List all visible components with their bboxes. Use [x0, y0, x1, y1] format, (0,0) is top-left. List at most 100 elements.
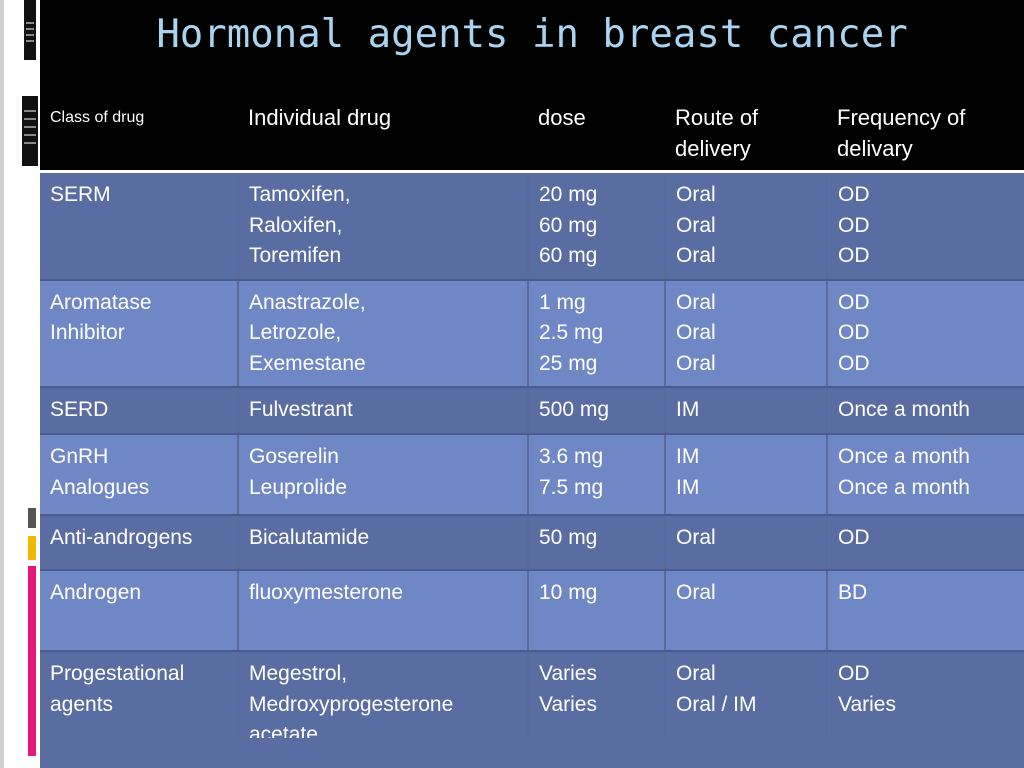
cell-dose: 10 mg	[528, 570, 666, 652]
cell-line: Oral	[676, 244, 716, 267]
cell-class: SERM	[40, 171, 239, 281]
cell-line: 60 mg	[539, 213, 598, 237]
cell-line: SERM	[50, 183, 111, 206]
cell-line: 10 mg	[539, 581, 598, 604]
cell-freq: Once a month	[827, 387, 1024, 435]
cell-route: Oral	[665, 570, 828, 652]
cell-line: 50 mg	[539, 526, 598, 549]
cell-line: BD	[838, 581, 868, 604]
cell-line: Goserelin	[249, 445, 339, 468]
cell-line: Fulvestrant	[249, 398, 353, 421]
cell-freq: OD OD OD	[827, 171, 1024, 281]
cell-line: IM	[676, 475, 700, 499]
slide-title: Hormonal agents in breast cancer	[156, 12, 908, 57]
cell-line: IM	[676, 398, 700, 421]
header-route: Route of delivery	[665, 96, 827, 173]
cell-line: Letrozole,	[249, 321, 342, 344]
cell-route: Oral	[665, 515, 828, 571]
cell-drug: Tamoxifen, Raloxifen, Toremifen	[238, 171, 529, 281]
cell-line: 500 mg	[539, 398, 610, 421]
cell-line: IM	[676, 445, 700, 468]
cell-line: OD	[838, 213, 870, 237]
table-row: Aromatase Inhibitor Anastrazole, Letrozole,…	[40, 279, 1024, 388]
cell-drug: Bicalutamide	[238, 515, 529, 571]
cell-class: Androgen	[40, 570, 239, 652]
cell-class: SERD	[40, 387, 239, 435]
cell-line: Once a month	[838, 445, 970, 468]
header-class-of-drug: Class of drug	[40, 96, 238, 173]
cell-line: Exemestane	[249, 351, 366, 375]
cell-class: Anti-androgens	[40, 515, 239, 571]
cell-line: Analogues	[50, 475, 150, 499]
table-header-row: Class of drug Individual drug dose Route…	[40, 96, 1024, 173]
cell-line: Androgen	[50, 581, 142, 604]
cell-class: Aromatase Inhibitor	[40, 279, 239, 388]
cell-line: 1 mg	[539, 290, 586, 314]
cell-drug: Goserelin Leuprolide	[238, 434, 529, 516]
cell-dose: 3.6 mg 7.5 mg	[528, 434, 666, 516]
decorative-bars	[0, 0, 38, 768]
drug-table-area: Class of drug Individual drug dose Route…	[40, 96, 1024, 768]
cell-class: GnRH Analogues	[40, 434, 239, 516]
cell-line: 25 mg	[539, 351, 598, 375]
cell-line: GnRH	[50, 445, 109, 468]
cell-drug: fluoxymesterone	[238, 570, 529, 652]
cell-line: Varies	[539, 692, 597, 716]
cell-line: agents	[50, 692, 114, 716]
cell-line: OD	[838, 351, 870, 375]
table-row: SERM Tamoxifen, Raloxifen, Toremifen 20 mg…	[40, 171, 1024, 281]
cell-line: 60 mg	[539, 244, 598, 267]
cell-dose: 1 mg 2.5 mg 25 mg	[528, 279, 666, 388]
cell-line: Toremifen	[249, 244, 342, 267]
table-row: GnRH Analogues Goserelin Leuprolide 3.6 mg 7.…	[40, 434, 1024, 516]
cell-dose: 50 mg	[528, 515, 666, 571]
cell-line: 3.6 mg	[539, 445, 604, 468]
cell-line: Anastrazole,	[249, 290, 366, 314]
slide: Hormonal agents in breast cancer Class o…	[40, 0, 1024, 768]
cell-line: Once a month	[838, 398, 970, 421]
drug-table: Class of drug Individual drug dose Route…	[40, 96, 1024, 760]
cell-route: IM IM	[665, 434, 828, 516]
cell-freq: OD	[827, 515, 1024, 571]
cell-line: Tamoxifen,	[249, 183, 351, 206]
cell-dose: 500 mg	[528, 387, 666, 435]
cell-line: Oral	[676, 183, 716, 206]
cell-drug: Anastrazole, Letrozole, Exemestane	[238, 279, 529, 388]
cell-line: SERD	[50, 398, 109, 421]
cell-line: Bicalutamide	[249, 526, 370, 549]
table-body: SERM Tamoxifen, Raloxifen, Toremifen 20 mg…	[40, 171, 1024, 760]
cell-line: OD	[838, 290, 870, 314]
cell-line: Anti-androgens	[50, 526, 193, 549]
cell-line: Leuprolide	[249, 475, 348, 499]
table-row: Androgen fluoxymesterone 10 mg Oral BD	[40, 570, 1024, 652]
cell-line: Raloxifen,	[249, 213, 343, 237]
cell-route: Oral Oral Oral	[665, 279, 828, 388]
cell-line: fluoxymesterone	[249, 581, 404, 604]
cell-line: OD	[838, 244, 870, 267]
cell-line: Progestational	[50, 662, 185, 685]
header-dose: dose	[528, 96, 665, 173]
cell-line: Oral / IM	[676, 692, 757, 716]
cell-line: OD	[838, 662, 870, 685]
cell-freq: OD OD OD	[827, 279, 1024, 388]
cell-line: Oral	[676, 351, 716, 375]
cell-line: Oral	[676, 321, 716, 344]
cell-line: Oral	[676, 662, 716, 685]
table-row: SERD Fulvestrant 500 mg IM Once a month	[40, 387, 1024, 435]
cell-line: Once a month	[838, 475, 970, 499]
cell-line: OD	[838, 526, 870, 549]
cell-line: Oral	[676, 526, 716, 549]
cell-route: IM	[665, 387, 828, 435]
cell-line: Varies	[539, 662, 597, 685]
bottom-band	[40, 738, 1024, 768]
cell-drug: Fulvestrant	[238, 387, 529, 435]
cell-line: Oral	[676, 213, 716, 237]
cell-line: Medroxyprogesterone	[249, 692, 454, 716]
cell-line: 20 mg	[539, 183, 598, 206]
cell-line: 2.5 mg	[539, 321, 604, 344]
cell-line: Inhibitor	[50, 321, 125, 344]
cell-line: OD	[838, 321, 870, 344]
cell-line: Oral	[676, 290, 716, 314]
cell-freq: BD	[827, 570, 1024, 652]
cell-dose: 20 mg 60 mg 60 mg	[528, 171, 666, 281]
